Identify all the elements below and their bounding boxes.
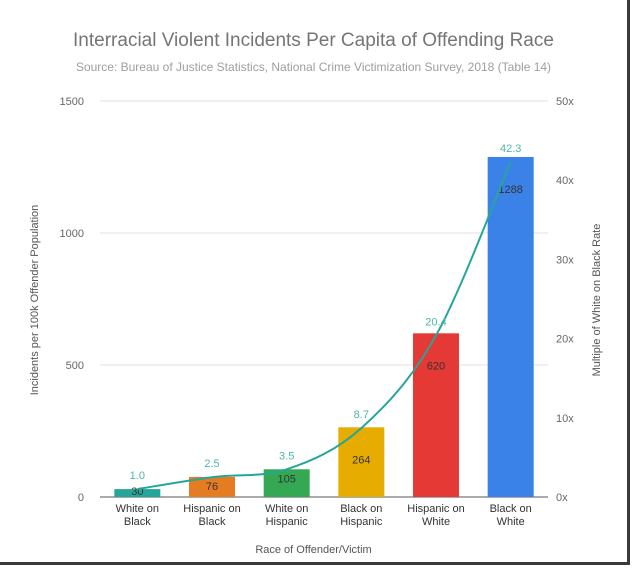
- chart-frame: Interracial Violent Incidents Per Capita…: [0, 0, 630, 565]
- bar-value-label: 620: [427, 360, 445, 372]
- y-tick-label-right: 30x: [556, 254, 574, 266]
- y-axis-title-right: Multiple of White on Black Rate: [591, 223, 603, 377]
- category-label: Black on White: [490, 503, 532, 528]
- y-axis-title-left: Incidents per 100k Offender Population: [29, 204, 41, 396]
- category-label: White on Hispanic: [265, 503, 308, 528]
- category-label: Black on Hispanic: [340, 503, 383, 528]
- category-label: Hispanic on White: [407, 503, 464, 528]
- bar: [338, 427, 385, 497]
- y-tick-label-right: 20x: [556, 334, 574, 346]
- y-tick-label-left: 1500: [60, 96, 84, 108]
- bar-value-label: 1288: [498, 184, 522, 196]
- bar-value-label: 264: [352, 454, 370, 466]
- y-tick-label-left: 1000: [60, 228, 84, 240]
- y-tick-label-right: 40x: [556, 175, 574, 187]
- multiple-value-label: 42.3: [500, 143, 521, 155]
- y-tick-label-left: 0: [78, 492, 84, 504]
- multiple-value-label: 3.5: [279, 450, 294, 462]
- y-tick-label-left: 500: [66, 360, 84, 372]
- y-tick-label-right: 50x: [556, 96, 574, 108]
- multiple-value-label: 2.5: [204, 458, 219, 470]
- category-label: White on Black: [116, 503, 159, 528]
- bar: [189, 476, 235, 497]
- y-tick-label-right: 0x: [556, 492, 568, 504]
- chart-subtitle: Source: Bureau of Justice Statistics, Na…: [75, 60, 552, 74]
- bar-value-label: 76: [206, 481, 218, 493]
- multiple-value-label: 8.7: [354, 409, 369, 421]
- y-tick-label-right: 10x: [556, 413, 574, 425]
- bar: [413, 333, 459, 497]
- multiple-line: [137, 161, 512, 491]
- bar: [487, 156, 534, 497]
- bar: [114, 489, 161, 497]
- x-axis-title: Race of Offender/Victim: [255, 544, 372, 556]
- bar-value-label: 105: [277, 473, 295, 485]
- multiple-value-label: 20.4: [425, 316, 446, 328]
- multiple-value-label: 1.0: [130, 470, 145, 482]
- chart-title: Interracial Violent Incidents Per Capita…: [73, 30, 554, 51]
- category-label: Hispanic on Black: [183, 503, 240, 528]
